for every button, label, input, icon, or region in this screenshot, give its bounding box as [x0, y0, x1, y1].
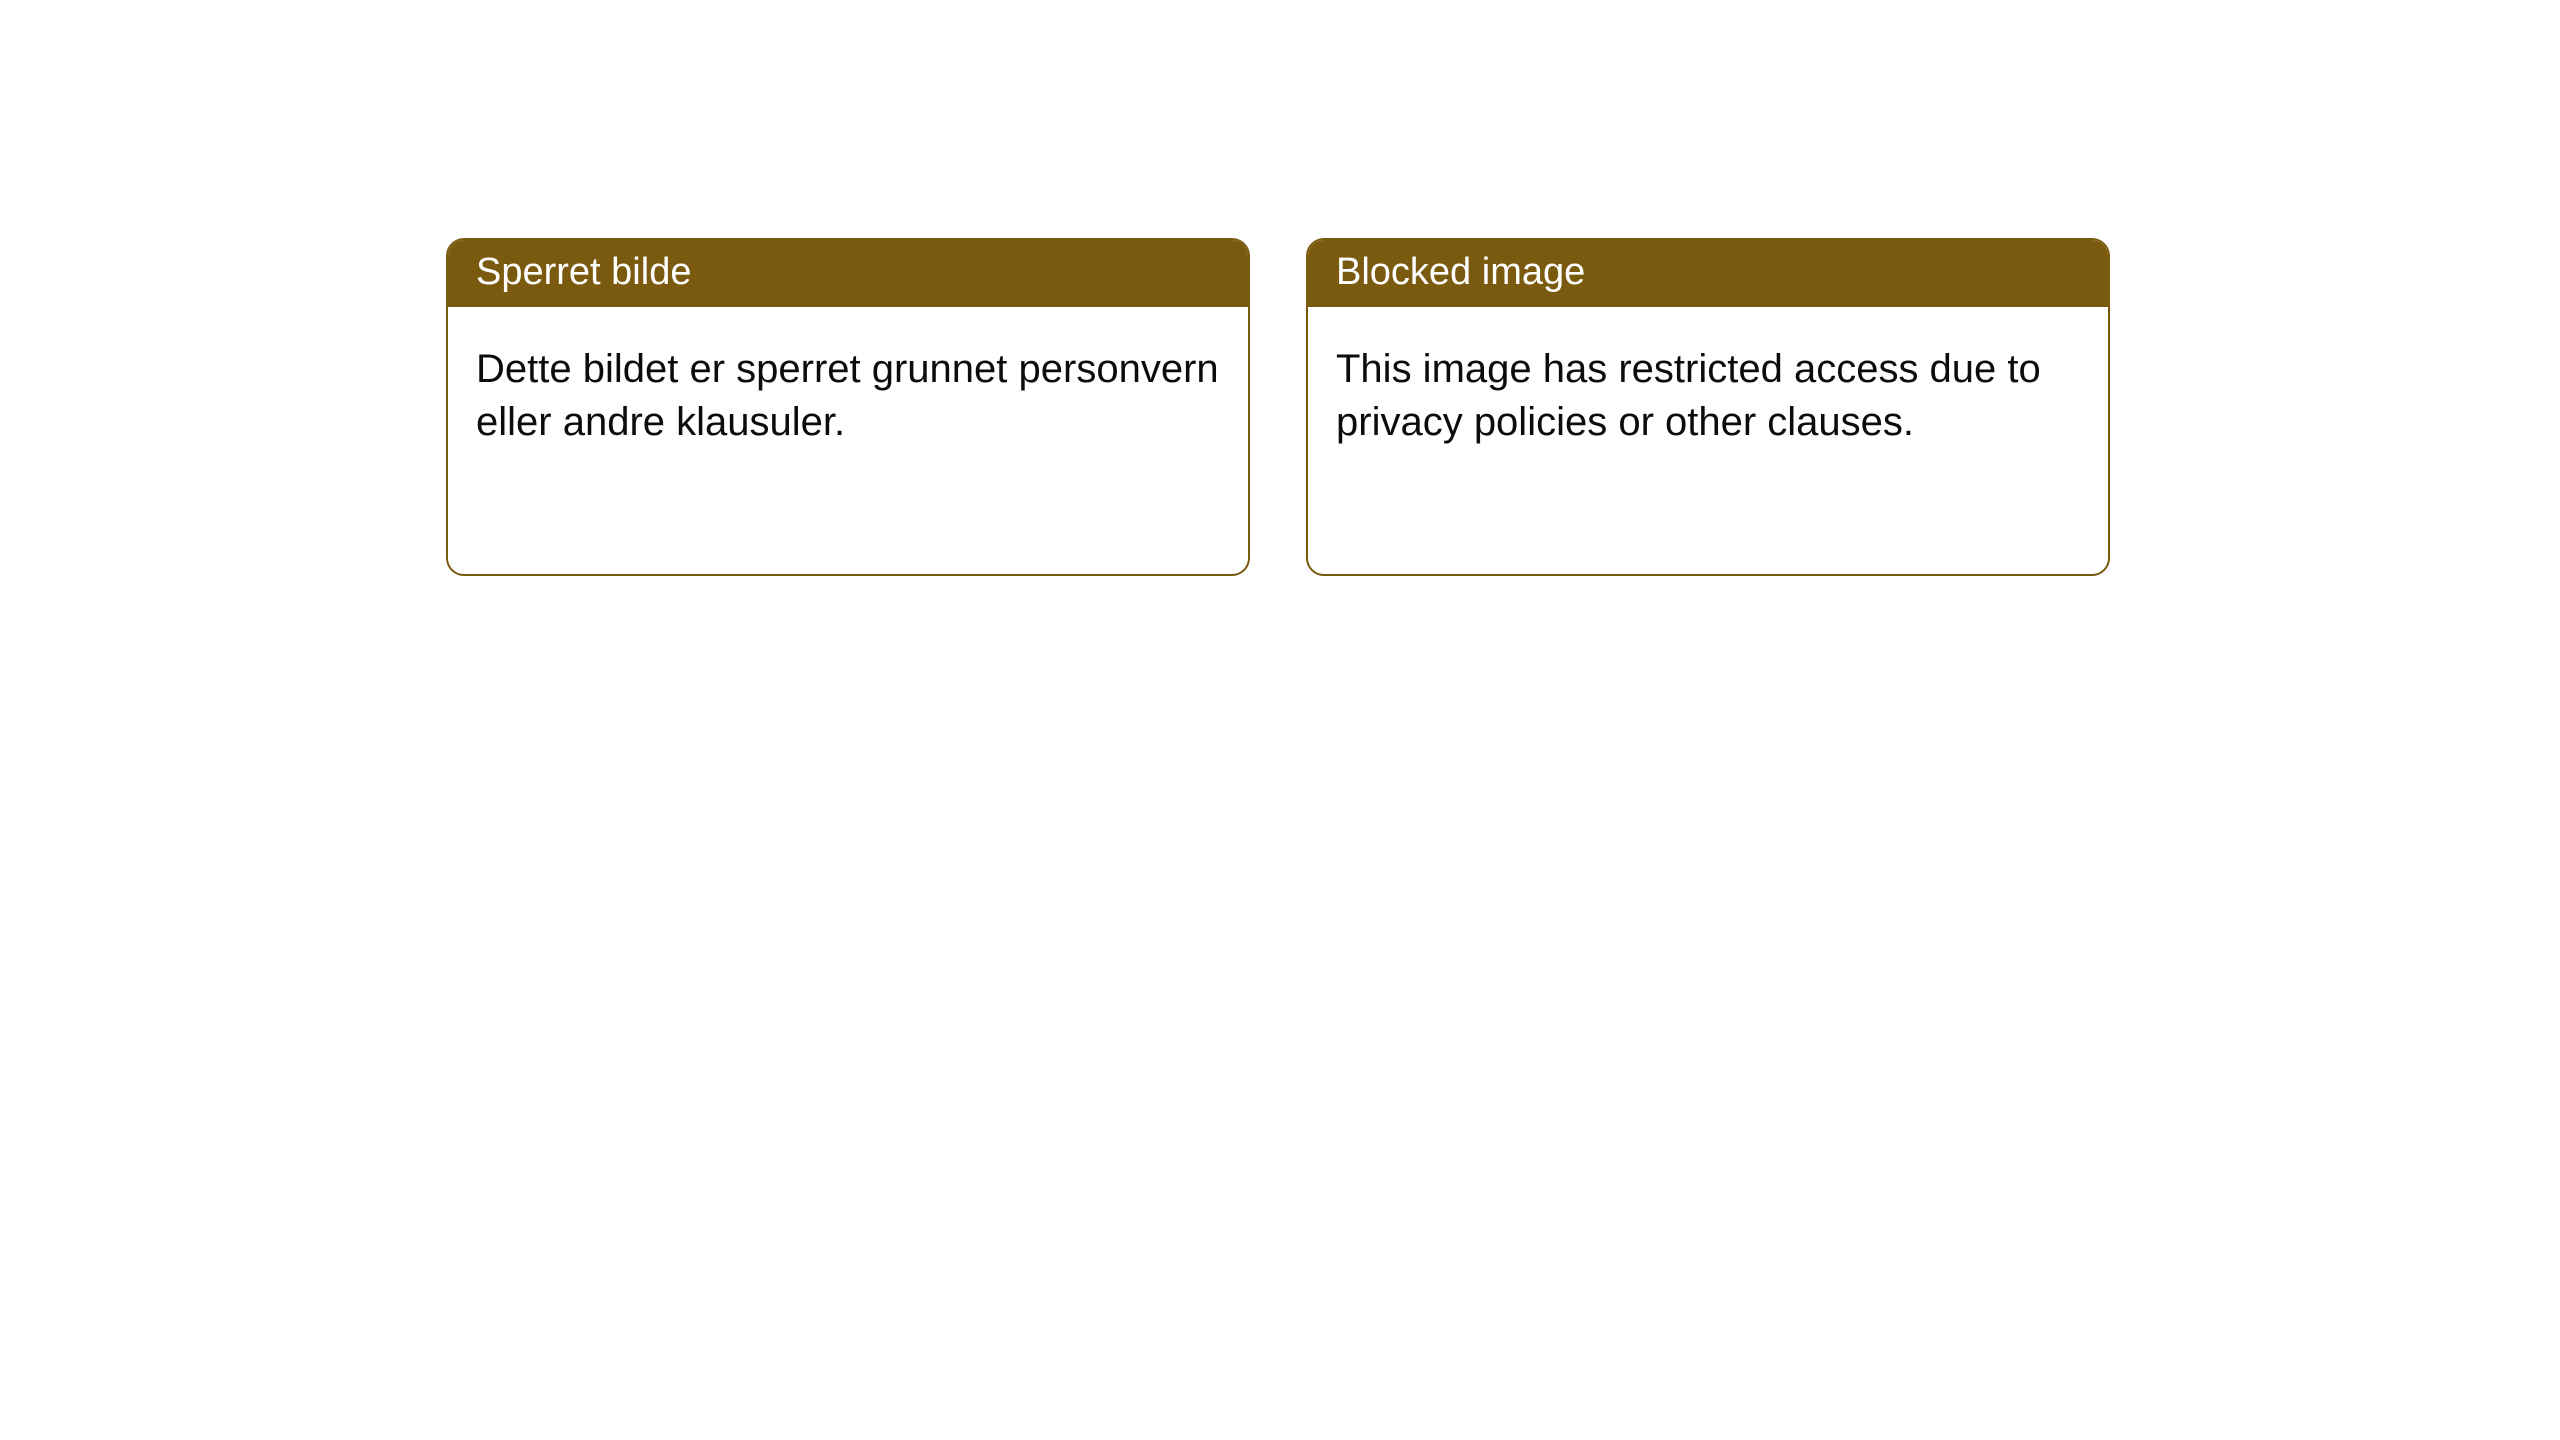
notice-card-no: Sperret bilde Dette bildet er sperret gr… [446, 238, 1250, 576]
notice-title-no: Sperret bilde [448, 240, 1248, 307]
notice-card-en: Blocked image This image has restricted … [1306, 238, 2110, 576]
notice-title-en: Blocked image [1308, 240, 2108, 307]
notice-body-en: This image has restricted access due to … [1308, 307, 2108, 485]
notice-body-no: Dette bildet er sperret grunnet personve… [448, 307, 1248, 485]
notice-container: Sperret bilde Dette bildet er sperret gr… [0, 0, 2560, 576]
